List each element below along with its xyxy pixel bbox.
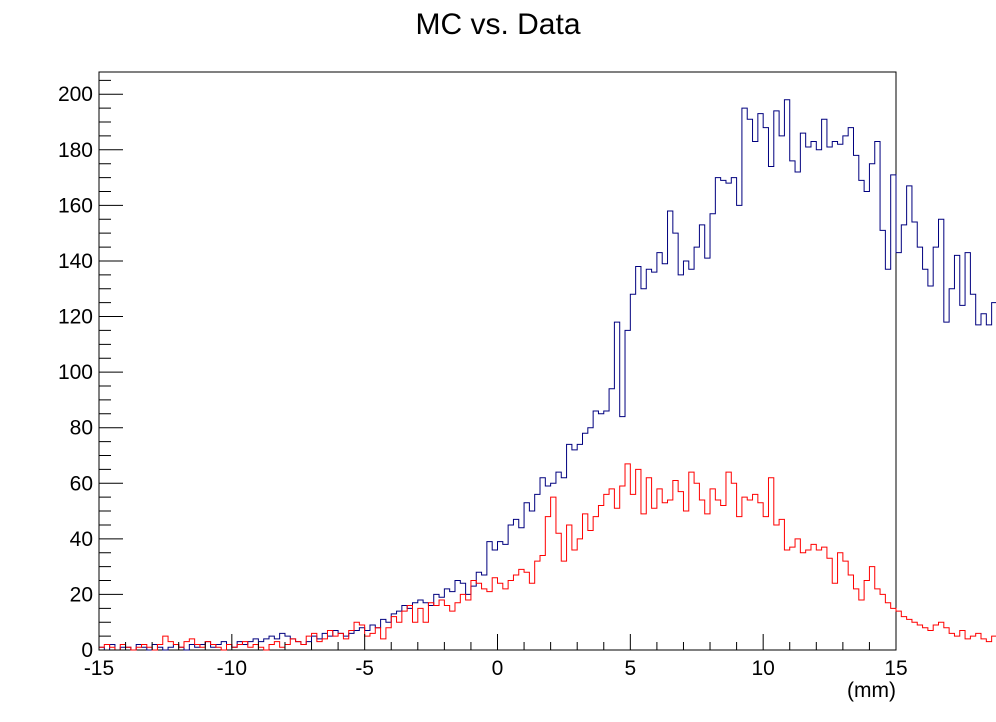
series-2-histogram [99,463,996,651]
x-tick-label: -5 [355,657,374,680]
series-1-histogram [99,99,996,651]
x-tick-label: 5 [624,657,636,680]
x-axis-title: (mm) [847,679,896,702]
y-tick-label: 20 [70,583,93,606]
chart-title: MC vs. Data [415,8,581,41]
y-tick-label: 120 [58,306,93,329]
x-tick-label: 15 [884,657,907,680]
x-tick-label: 10 [751,657,774,680]
y-tick-label: 160 [58,194,93,217]
y-tick-label: 40 [70,528,93,551]
y-tick-label: 0 [81,639,93,662]
axis-ticks [98,79,897,651]
x-tick-label: -10 [217,657,247,680]
y-tick-label: 140 [58,250,93,273]
series-layer [99,99,996,651]
x-tick-label: 0 [492,657,504,680]
y-tick-label: 60 [70,472,93,495]
tick-layer [98,79,897,651]
y-tick-label: 200 [58,83,93,106]
y-tick-label: 80 [70,417,93,440]
plot-frame [98,71,897,651]
tick-label-layer: -15 -10 -5 0 5 10 15 0 20 40 60 80 100 120 140 160 180 20… [58,83,908,680]
y-tick-label: 100 [58,361,93,384]
x-tick-label: -15 [84,657,114,680]
y-tick-label: 180 [58,139,93,162]
